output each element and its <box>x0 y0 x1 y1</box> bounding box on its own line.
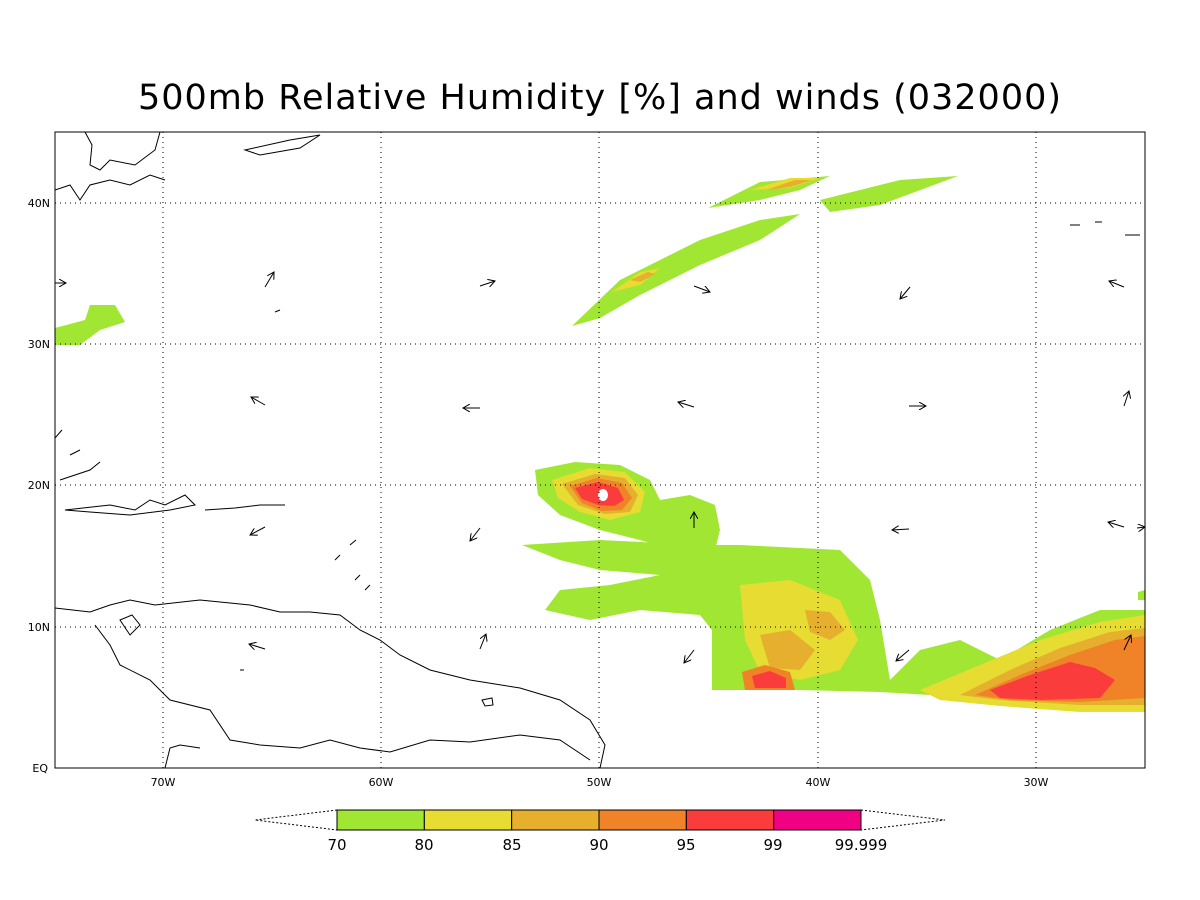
colorbar-swatch <box>511 809 600 831</box>
lon-label-60w: 60W <box>369 776 394 789</box>
colorbar-label-99999: 99.999 <box>835 836 888 854</box>
colorbar-label-95: 95 <box>676 836 695 854</box>
colorbar-label-70: 70 <box>327 836 346 854</box>
colorbar-swatch <box>598 809 687 831</box>
lat-label-40n: 40N <box>28 197 50 210</box>
lat-label-eq: EQ <box>32 762 48 775</box>
lat-label-30n: 30N <box>28 338 50 351</box>
colorbar-swatch <box>336 809 425 831</box>
lon-label-70w: 70W <box>151 776 176 789</box>
lon-label-40w: 40W <box>806 776 831 789</box>
lat-lon-grid <box>55 132 1145 768</box>
colorbar-label-80: 80 <box>414 836 433 854</box>
lat-label-20n: 20N <box>28 479 50 492</box>
colorbar-label-85: 85 <box>502 836 521 854</box>
colorbar: 70 80 85 90 95 99 99.999 <box>254 809 946 854</box>
lon-label-30w: 30W <box>1024 776 1049 789</box>
humidity-field <box>55 176 1145 712</box>
colorbar-swatch <box>773 809 862 831</box>
map-title: 500mb Relative Humidity [%] and winds (0… <box>137 78 1063 118</box>
colorbar-swatch <box>423 809 513 831</box>
colorbar-swatch <box>685 809 775 831</box>
colorbar-label-99: 99 <box>763 836 782 854</box>
lon-label-50w: 50W <box>587 776 612 789</box>
coastlines <box>55 132 1140 768</box>
plot-frame <box>54 131 1146 769</box>
lat-label-10n: 10N <box>28 621 50 634</box>
wind-vectors <box>55 272 1145 663</box>
colorbar-label-90: 90 <box>589 836 608 854</box>
